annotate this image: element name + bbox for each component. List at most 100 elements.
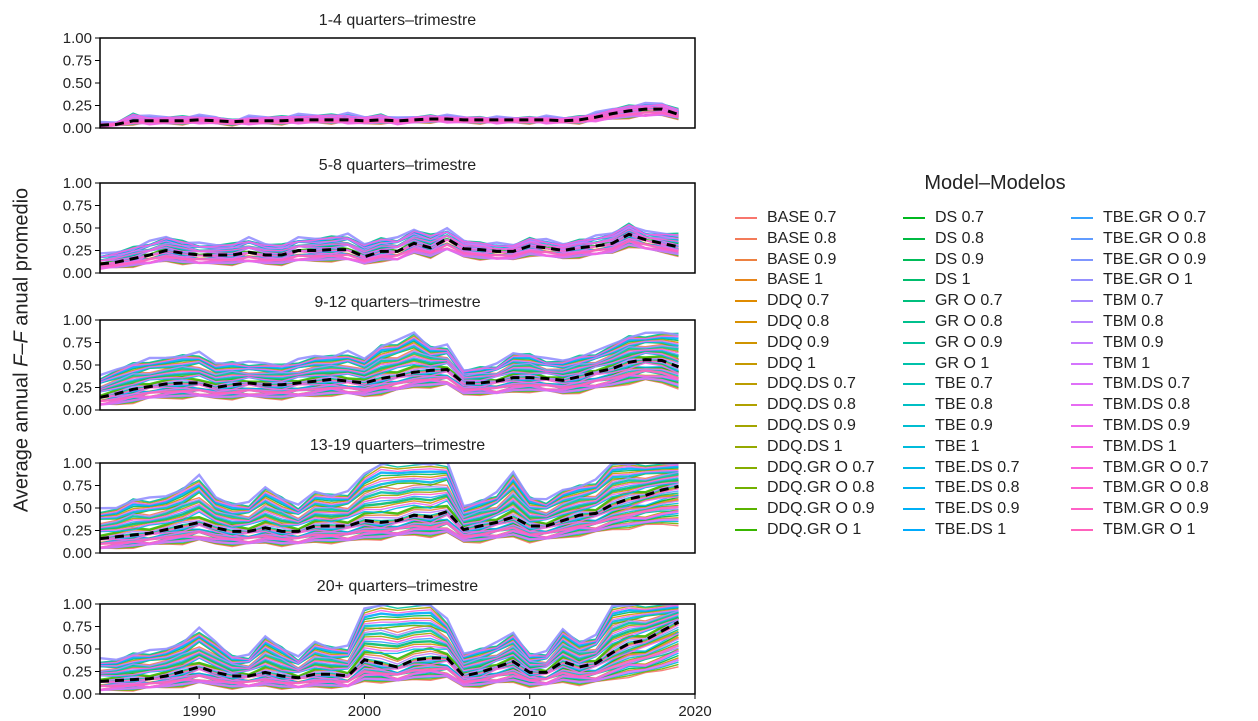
series-line — [100, 352, 679, 393]
y-tick-label: 1.00 — [63, 30, 92, 47]
legend-item: TBE.DS 0.9 — [903, 499, 1073, 519]
legend-label: TBM.DS 0.9 — [1103, 417, 1191, 434]
series-line — [100, 223, 679, 258]
series-line — [100, 481, 679, 532]
legend-swatch — [1071, 445, 1093, 448]
legend-item: GR O 1 — [903, 354, 1073, 374]
legend-label: TBM.GR O 0.7 — [1103, 458, 1209, 476]
y-axis-label-part-2: anual promedio — [10, 187, 33, 332]
series-line — [100, 470, 679, 520]
legend-label: GR O 0.7 — [935, 292, 1003, 310]
plot-panels: 1-4 quarters–trimestre 0.00 0.25 0.50 0.75 1.… — [63, 12, 712, 720]
legend-label: BASE 0.9 — [767, 250, 837, 268]
y-tick-label: 0.50 — [63, 500, 92, 517]
legend-item: TBE 0.9 — [903, 416, 1073, 436]
series-line — [100, 615, 679, 676]
y-tick-label: 0.00 — [63, 686, 92, 703]
legend-label: TBE.GR O 0.7 — [1103, 209, 1207, 226]
series-line — [100, 229, 679, 262]
panel-title: 1-4 quarters–trimestre — [319, 12, 476, 29]
series-line — [100, 349, 679, 391]
panel-2: 5-8 quarters–trimestre 0.00 0.25 0.50 0.75 1.… — [63, 157, 696, 282]
series-line — [100, 103, 679, 126]
series-line — [100, 610, 679, 673]
legend-label: TBE 0.7 — [935, 375, 993, 393]
legend-item: DDQ 0.7 — [735, 291, 905, 311]
legend-label: TBM.DS 0.7 — [1103, 375, 1191, 393]
legend-label: DDQ 0.7 — [767, 292, 830, 310]
panel-lines — [100, 222, 679, 270]
legend-swatch — [903, 404, 925, 407]
legend-label: DDQ 1 — [767, 354, 816, 372]
y-tick-label: 0.00 — [63, 545, 92, 562]
legend-swatch — [735, 529, 757, 531]
legend-item: DDQ 1 — [735, 354, 905, 374]
legend-swatch — [735, 404, 757, 407]
y-tick-label: 1.00 — [63, 596, 92, 613]
legend-item: DS 1 — [903, 270, 1073, 290]
legend-swatch — [903, 279, 925, 282]
legend-swatch — [903, 341, 925, 344]
panel-title: 9-12 quarters–trimestre — [314, 294, 480, 311]
series-line — [100, 604, 679, 665]
series-line — [100, 633, 679, 685]
legend-swatch — [1071, 529, 1093, 531]
series-line — [100, 518, 679, 550]
reference-line — [100, 484, 679, 541]
series-line — [100, 649, 680, 692]
y-tick-label: 0.50 — [63, 220, 92, 237]
legend-swatch — [903, 445, 925, 448]
legend-item: TBM 0.8 — [1071, 312, 1241, 332]
legend-swatch — [903, 529, 925, 531]
y-tick-label: 0.75 — [63, 335, 92, 352]
series-line — [100, 377, 679, 406]
legend-swatch — [903, 217, 925, 219]
panel-lines — [100, 604, 680, 692]
legend-item: DDQ.DS 0.9 — [735, 416, 905, 436]
legend-swatch — [735, 445, 757, 448]
legend-item: TBE.DS 0.7 — [903, 458, 1073, 478]
series-line — [100, 482, 679, 538]
series-line — [100, 369, 679, 403]
legend-item: TBM.DS 0.8 — [1071, 395, 1241, 415]
y-tick-label: 0.50 — [63, 641, 92, 658]
x-tick-label: 2020 — [678, 703, 711, 720]
legend-label: DS 1 — [935, 271, 971, 289]
x-tick-label: 1990 — [182, 703, 215, 720]
legend-swatch — [1071, 237, 1093, 240]
legend-swatch — [1071, 321, 1093, 323]
legend-swatch — [735, 237, 757, 240]
legend-label: GR O 0.8 — [935, 313, 1003, 330]
reference-line — [100, 232, 679, 266]
series-line — [100, 349, 679, 392]
legend-label: DDQ.DS 0.9 — [767, 417, 856, 434]
legend-swatch — [735, 341, 757, 344]
legend-swatch — [1071, 217, 1093, 219]
series-line — [100, 467, 679, 517]
series-line — [100, 483, 679, 539]
legend-swatch — [1071, 341, 1093, 344]
series-line — [100, 477, 679, 529]
series-line — [100, 605, 679, 666]
legend-item: DDQ.DS 0.7 — [735, 374, 905, 394]
legend: Model–Modelos BASE 0.7 BASE 0.8 BASE 0.9 BA… — [735, 172, 1255, 592]
series-line — [100, 348, 679, 391]
series-line — [100, 482, 679, 533]
legend-item: TBE.GR O 0.8 — [1071, 229, 1241, 249]
y-tick-label: 1.00 — [63, 175, 92, 192]
legend-item: GR O 0.8 — [903, 312, 1073, 332]
series-line — [100, 610, 679, 669]
series-line — [100, 480, 679, 538]
panel-lines — [100, 331, 680, 406]
panel-1: 1-4 quarters–trimestre 0.00 0.25 0.50 0.75 1.… — [63, 12, 696, 137]
legend-item: DDQ.GR O 0.8 — [735, 478, 905, 498]
series-line — [100, 610, 679, 674]
legend-item: BASE 0.7 — [735, 208, 905, 228]
legend-item: DDQ.GR O 0.7 — [735, 458, 905, 478]
y-tick-label: 1.00 — [63, 312, 92, 329]
legend-label: TBE.DS 0.7 — [935, 458, 1020, 476]
series-line — [100, 619, 679, 682]
series-line — [100, 475, 679, 529]
legend-swatch — [735, 383, 757, 386]
legend-label: BASE 1 — [767, 271, 824, 289]
